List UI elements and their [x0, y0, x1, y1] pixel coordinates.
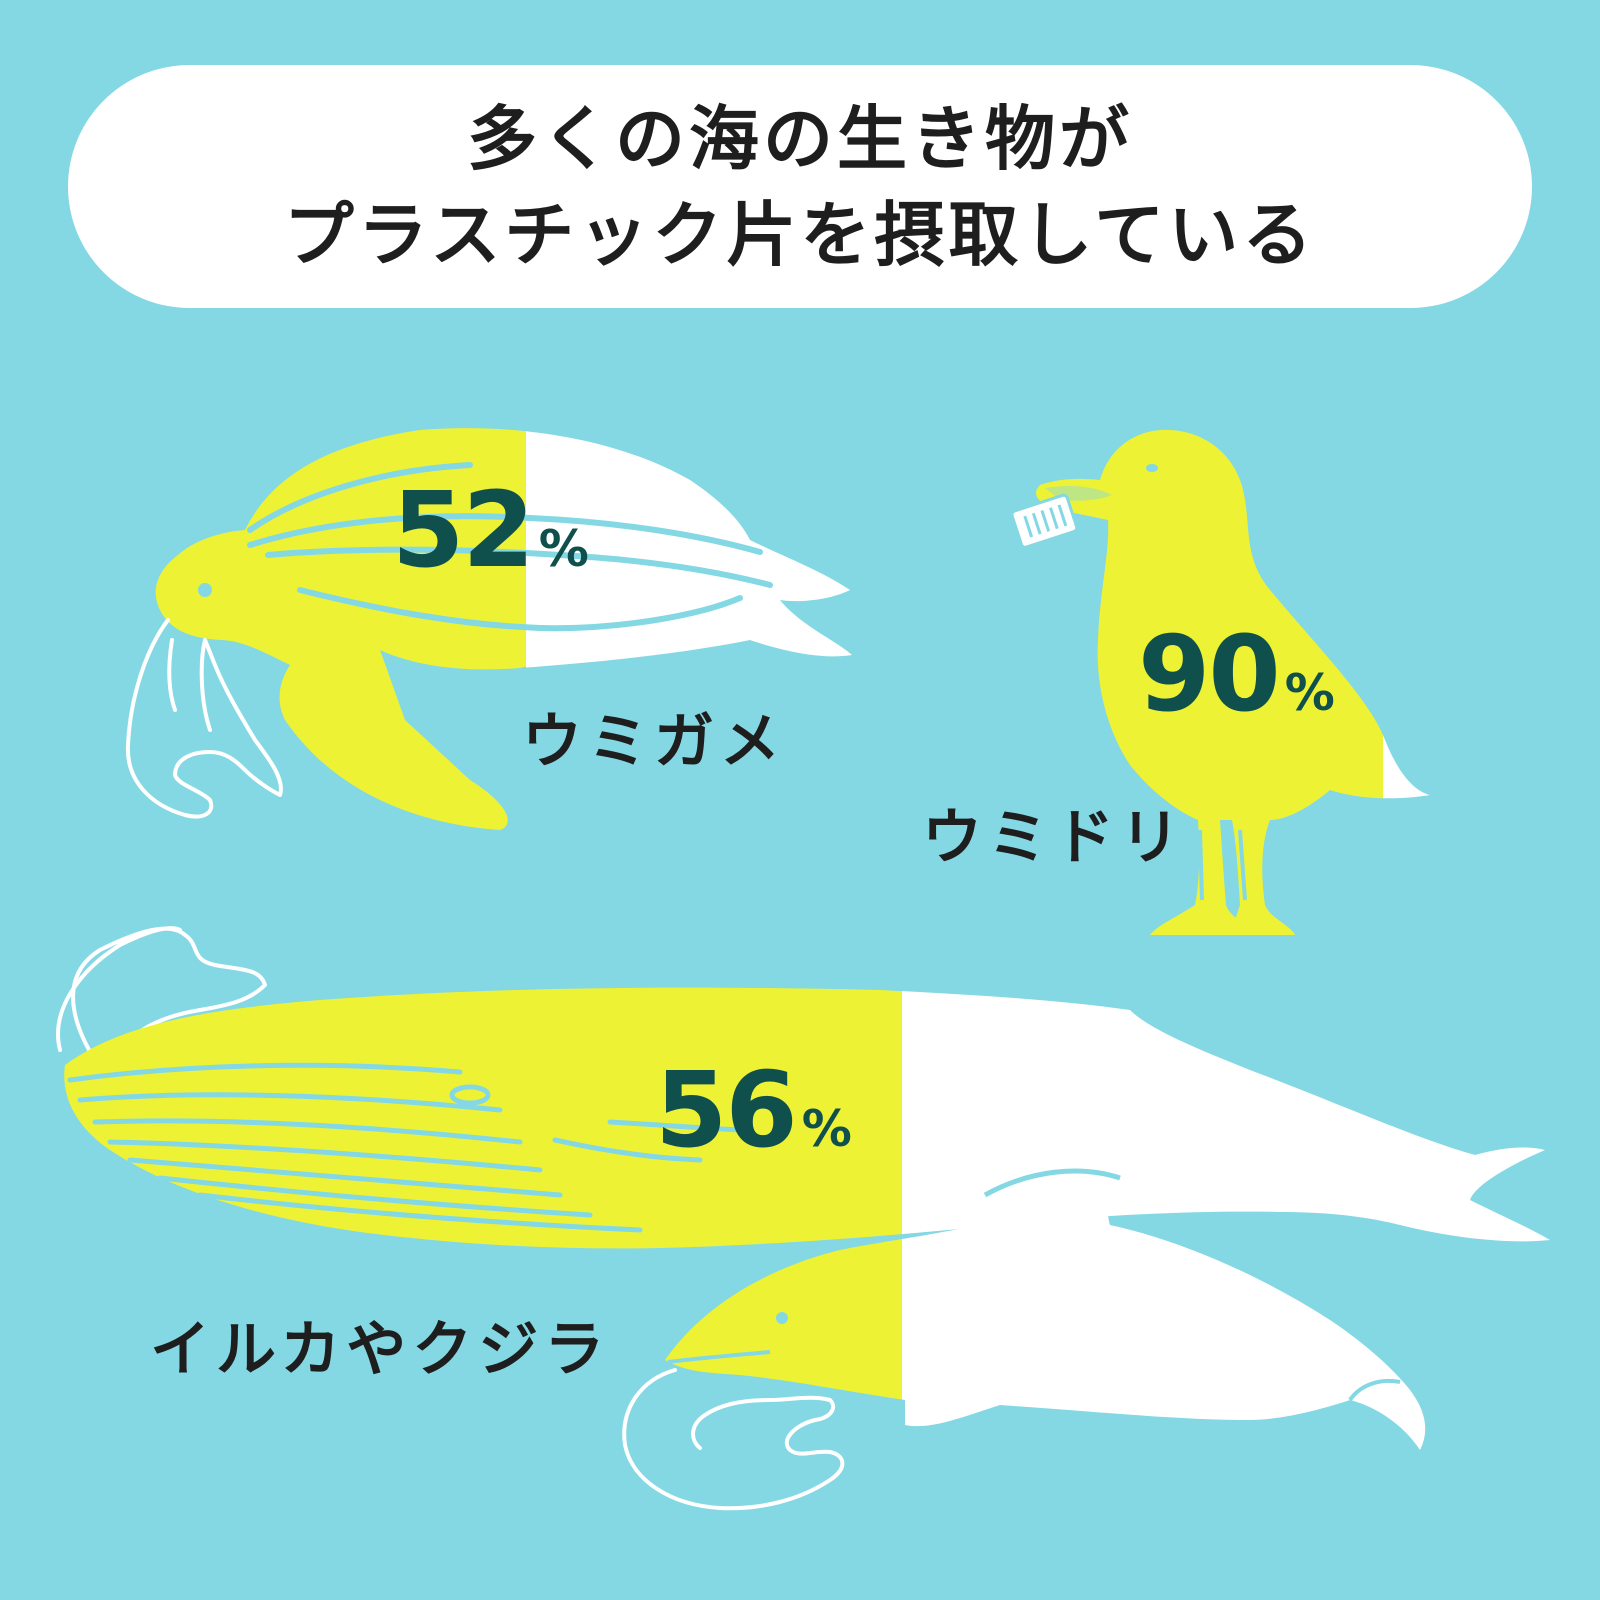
bottle-cap-icon	[1010, 493, 1079, 549]
title-line-2: プラスチック片を摂取している	[283, 193, 1317, 276]
label-seabird: ウミドリ	[922, 803, 1186, 873]
percent-turtle-unit: %	[538, 520, 589, 578]
whale-icon	[56, 926, 1550, 1249]
plastic-bag-icon	[622, 1368, 845, 1511]
percent-seabird-unit: %	[1284, 664, 1335, 722]
percent-seabird-value: 90	[1138, 613, 1281, 735]
label-turtle: ウミガメ	[522, 707, 786, 777]
sea-turtle-icon	[125, 428, 852, 830]
plastic-bag-icon	[125, 618, 283, 819]
seabird-icon	[1010, 429, 1430, 935]
dolphin-icon	[622, 1168, 1426, 1511]
label-whale-dolphin: イルカやクジラ	[150, 1315, 611, 1385]
percent-turtle: 52%	[392, 478, 589, 582]
title-line-1: 多くの海の生き物が	[467, 97, 1133, 180]
percent-whale-dolphin-unit: %	[801, 1100, 852, 1158]
title-banner: 多くの海の生き物が プラスチック片を摂取している	[68, 65, 1532, 308]
percent-turtle-value: 52	[392, 469, 535, 591]
percent-seabird: 90%	[1138, 622, 1335, 726]
percent-whale-dolphin: 56%	[655, 1058, 852, 1162]
percent-whale-dolphin-value: 56	[655, 1049, 798, 1171]
